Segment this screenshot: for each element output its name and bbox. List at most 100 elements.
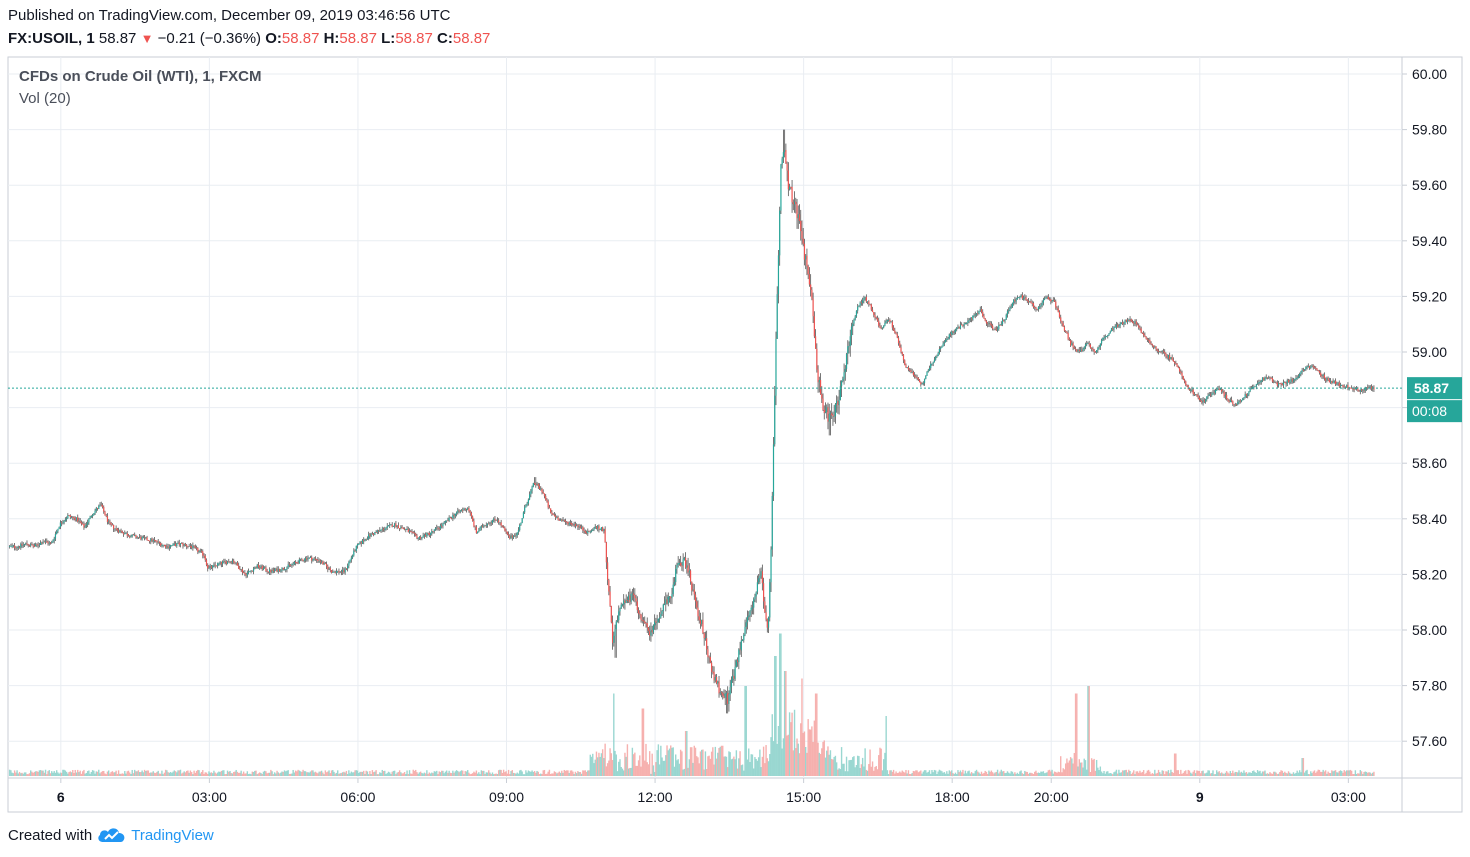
volume-bar xyxy=(273,772,276,776)
candle-body xyxy=(247,571,250,573)
volume-bar xyxy=(627,768,630,776)
candle-body xyxy=(551,512,553,515)
volume-bar xyxy=(350,771,353,776)
candle-body xyxy=(689,570,692,582)
volume-bar xyxy=(307,772,309,776)
candle-body xyxy=(14,545,16,548)
candle-body xyxy=(327,566,329,570)
candle-body xyxy=(1009,307,1011,311)
volume-bar xyxy=(1120,772,1123,776)
candle-body xyxy=(41,542,43,544)
tradingview-logo[interactable]: TradingView xyxy=(96,826,214,844)
candle-body xyxy=(380,529,382,531)
volume-bar xyxy=(1130,774,1132,776)
volume-bar xyxy=(514,773,516,776)
volume-bar xyxy=(676,760,678,776)
candle-body xyxy=(1019,297,1021,298)
candle-body xyxy=(777,255,780,295)
candle-body xyxy=(1109,331,1111,334)
volume-bar xyxy=(505,771,507,776)
candle-body xyxy=(595,526,598,529)
candle-body xyxy=(1297,376,1300,378)
volume-bar xyxy=(1328,772,1331,776)
candle-body xyxy=(1072,343,1074,348)
candle-body xyxy=(559,519,562,521)
candle-body xyxy=(886,320,889,321)
candle-body xyxy=(1146,338,1148,340)
volume-bar xyxy=(15,772,17,776)
candle-body xyxy=(854,316,856,320)
candle-body xyxy=(849,336,851,346)
volume-bar xyxy=(640,766,642,776)
candle-body xyxy=(343,569,345,573)
candle-body xyxy=(1096,350,1098,353)
volume-bar xyxy=(187,770,189,776)
candle-body xyxy=(1353,389,1355,391)
volume-bar xyxy=(299,771,302,776)
volume-bar xyxy=(563,769,565,776)
candle-body xyxy=(1073,347,1075,349)
volume-bar xyxy=(363,770,365,776)
last-price: 58.87 xyxy=(98,30,137,47)
candle-body xyxy=(307,558,309,560)
volume-bar xyxy=(984,770,986,776)
volume-bar xyxy=(748,748,750,776)
volume-bar xyxy=(1245,771,1248,776)
candle-body xyxy=(582,526,584,531)
volume-bar xyxy=(210,772,213,776)
volume-bar xyxy=(1186,773,1188,776)
candle-body xyxy=(1074,348,1077,350)
candle-body xyxy=(301,558,303,560)
volume-bar xyxy=(1276,774,1279,776)
candle-body xyxy=(282,567,284,570)
volume-bar xyxy=(589,754,591,776)
candle-body xyxy=(1284,382,1286,384)
volume-bar xyxy=(416,772,418,776)
candle-body xyxy=(870,304,872,310)
volume-bar xyxy=(348,770,350,776)
volume-bar xyxy=(1285,772,1287,776)
volume-bar xyxy=(1254,772,1256,776)
candle-body xyxy=(1281,383,1283,386)
candle-body xyxy=(100,504,102,506)
volume-bar xyxy=(376,774,379,776)
candle-body xyxy=(926,371,928,376)
candle-body xyxy=(624,600,626,603)
volume-bar xyxy=(1012,773,1015,776)
candle-body xyxy=(90,516,92,518)
candle-body xyxy=(493,518,495,521)
candle-body xyxy=(1036,308,1038,310)
volume-bar xyxy=(55,770,58,776)
candle-body xyxy=(833,416,835,417)
volume-bar xyxy=(1126,772,1129,776)
volume-bar xyxy=(1344,771,1347,776)
volume-bar xyxy=(558,771,561,776)
x-tick-label: 15:00 xyxy=(786,789,821,805)
volume-bar xyxy=(1334,770,1337,776)
candle-body xyxy=(1191,389,1193,391)
volume-bar xyxy=(1230,773,1233,776)
candle-body xyxy=(1358,390,1360,392)
candle-body xyxy=(434,528,437,530)
candle-body xyxy=(634,594,636,599)
candle-body xyxy=(80,522,83,524)
volume-bar xyxy=(601,749,604,776)
volume-bar xyxy=(819,753,822,776)
candle-body xyxy=(330,570,333,573)
volume-bar xyxy=(1327,771,1329,776)
candle-body xyxy=(984,318,986,321)
volume-bar xyxy=(1099,766,1102,776)
candle-body xyxy=(207,564,209,569)
volume-bar xyxy=(1104,773,1106,776)
candle-body xyxy=(1088,343,1090,345)
candle-body xyxy=(1108,333,1110,336)
candle-body xyxy=(665,599,667,605)
candle-body xyxy=(105,515,107,517)
volume-bar xyxy=(679,749,682,776)
candle-body xyxy=(470,512,473,517)
volume-bar xyxy=(145,770,147,776)
candle-body xyxy=(269,569,271,573)
candle-body xyxy=(729,687,731,695)
candle-body xyxy=(1245,394,1248,396)
